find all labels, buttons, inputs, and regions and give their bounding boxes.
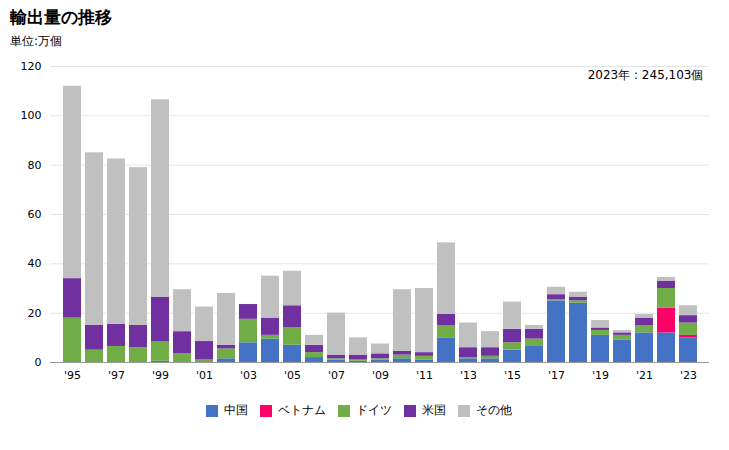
svg-text:'07: '07 (328, 369, 345, 382)
svg-text:40: 40 (28, 257, 42, 270)
svg-text:'13: '13 (460, 369, 477, 382)
html-text:ドイツ: ドイツ (355, 403, 392, 417)
svg-text:'03: '03 (240, 369, 257, 382)
svg-text:'23: '23 (680, 369, 697, 382)
svg-text:'21: '21 (636, 369, 653, 382)
html-text:その他: その他 (475, 403, 512, 417)
svg-text:'05: '05 (284, 369, 301, 382)
html-text:輸出量の推移: 輸出量の推移 (10, 7, 112, 27)
svg-text:'11: '11 (416, 369, 433, 382)
svg-text:'95: '95 (64, 369, 81, 382)
html-text:中国: 中国 (223, 403, 248, 417)
svg-text:60: 60 (28, 208, 42, 221)
html-text:米国: 米国 (421, 403, 446, 417)
svg-text:2023年 : 245,103個: 2023年 : 245,103個 (588, 68, 704, 82)
html-text:単位:万個: 単位:万個 (10, 34, 62, 48)
svg-text:'01: '01 (196, 369, 213, 382)
svg-text:120: 120 (21, 60, 42, 73)
svg-text:'19: '19 (592, 369, 609, 382)
svg-text:'17: '17 (548, 369, 565, 382)
svg-text:80: 80 (28, 159, 42, 172)
html-text:ベトナム: ベトナム (277, 403, 326, 417)
svg-text:'15: '15 (504, 369, 521, 382)
svg-text:20: 20 (28, 307, 42, 320)
svg-text:100: 100 (21, 109, 42, 122)
svg-text:0: 0 (35, 356, 42, 369)
svg-text:'97: '97 (108, 369, 125, 382)
svg-text:'09: '09 (372, 369, 389, 382)
svg-text:'99: '99 (152, 369, 169, 382)
